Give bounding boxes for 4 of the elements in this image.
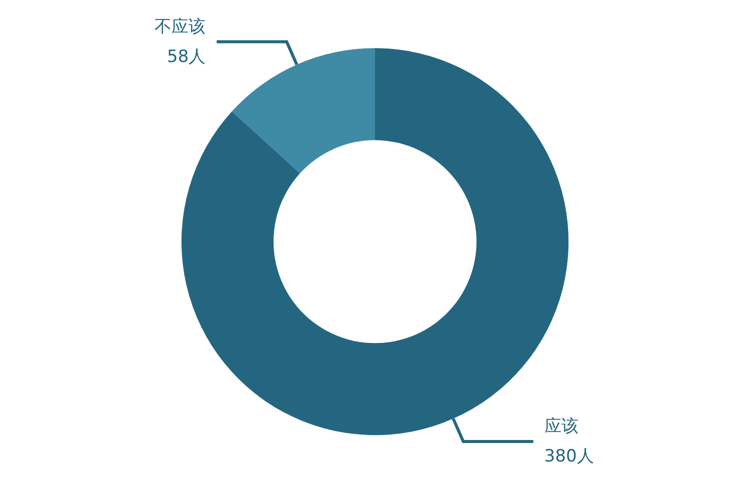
data-label: 380人 bbox=[544, 446, 594, 467]
slice-label: 应该 bbox=[544, 416, 578, 437]
data-label: 58人 bbox=[167, 46, 206, 67]
slice-label: 不应该 bbox=[154, 16, 206, 37]
